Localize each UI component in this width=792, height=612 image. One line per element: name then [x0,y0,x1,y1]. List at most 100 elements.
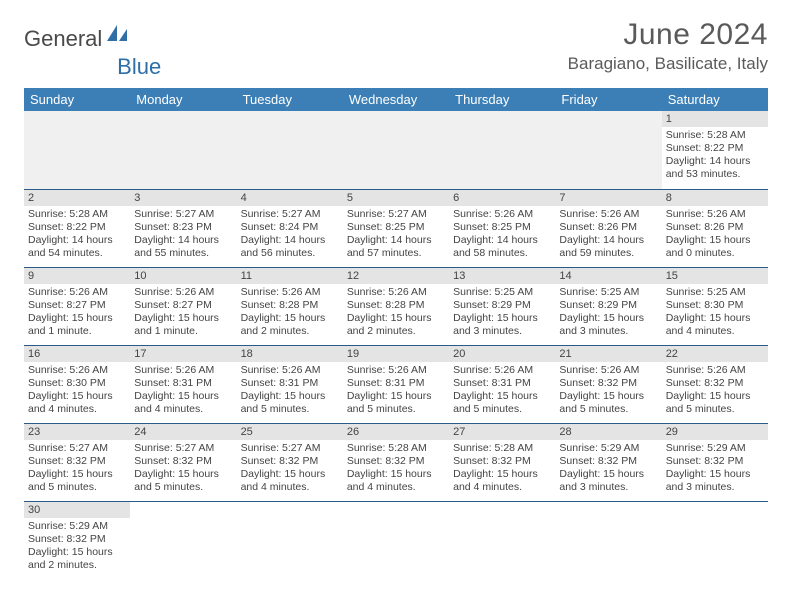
day-cell: 6Sunrise: 5:26 AMSunset: 8:25 PMDaylight… [449,189,555,267]
day-cell: 9Sunrise: 5:26 AMSunset: 8:27 PMDaylight… [24,267,130,345]
week-row: 23Sunrise: 5:27 AMSunset: 8:32 PMDayligh… [24,423,768,501]
day-details: Sunrise: 5:26 AMSunset: 8:26 PMDaylight:… [662,206,768,265]
daylight-text: Daylight: 14 hours and 58 minutes. [453,234,551,260]
sunset-text: Sunset: 8:31 PM [453,377,551,390]
day-details: Sunrise: 5:26 AMSunset: 8:31 PMDaylight:… [343,362,449,421]
week-row: 16Sunrise: 5:26 AMSunset: 8:30 PMDayligh… [24,345,768,423]
sunrise-text: Sunrise: 5:26 AM [241,286,339,299]
daylight-text: Daylight: 15 hours and 5 minutes. [453,390,551,416]
day-details: Sunrise: 5:26 AMSunset: 8:31 PMDaylight:… [237,362,343,421]
sunset-text: Sunset: 8:30 PM [666,299,764,312]
sunrise-text: Sunrise: 5:26 AM [28,286,126,299]
daylight-text: Daylight: 15 hours and 3 minutes. [453,312,551,338]
sunrise-text: Sunrise: 5:25 AM [453,286,551,299]
sunset-text: Sunset: 8:26 PM [666,221,764,234]
day-details: Sunrise: 5:29 AMSunset: 8:32 PMDaylight:… [24,518,130,577]
day-details: Sunrise: 5:28 AMSunset: 8:32 PMDaylight:… [449,440,555,499]
sunrise-text: Sunrise: 5:27 AM [241,442,339,455]
sunset-text: Sunset: 8:32 PM [28,455,126,468]
sunrise-text: Sunrise: 5:28 AM [347,442,445,455]
day-number: 16 [24,346,130,362]
sunset-text: Sunset: 8:26 PM [559,221,657,234]
sunrise-text: Sunrise: 5:28 AM [666,129,764,142]
day-cell: 5Sunrise: 5:27 AMSunset: 8:25 PMDaylight… [343,189,449,267]
logo-sail-icon [104,24,128,52]
daylight-text: Daylight: 14 hours and 56 minutes. [241,234,339,260]
day-cell: 11Sunrise: 5:26 AMSunset: 8:28 PMDayligh… [237,267,343,345]
daylight-text: Daylight: 15 hours and 5 minutes. [28,468,126,494]
day-number: 5 [343,190,449,206]
sunrise-text: Sunrise: 5:26 AM [134,286,232,299]
day-details: Sunrise: 5:26 AMSunset: 8:25 PMDaylight:… [449,206,555,265]
sunset-text: Sunset: 8:29 PM [453,299,551,312]
day-cell: 14Sunrise: 5:25 AMSunset: 8:29 PMDayligh… [555,267,661,345]
day-number: 25 [237,424,343,440]
weekday-header: Friday [555,88,661,111]
day-number: 2 [24,190,130,206]
day-number: 19 [343,346,449,362]
day-cell [343,501,449,579]
sunset-text: Sunset: 8:31 PM [134,377,232,390]
sunset-text: Sunset: 8:28 PM [241,299,339,312]
title-block: June 2024 Baragiano, Basilicate, Italy [568,18,768,74]
day-cell: 7Sunrise: 5:26 AMSunset: 8:26 PMDaylight… [555,189,661,267]
day-details: Sunrise: 5:26 AMSunset: 8:27 PMDaylight:… [24,284,130,343]
day-cell: 18Sunrise: 5:26 AMSunset: 8:31 PMDayligh… [237,345,343,423]
day-cell: 25Sunrise: 5:27 AMSunset: 8:32 PMDayligh… [237,423,343,501]
day-details: Sunrise: 5:28 AMSunset: 8:32 PMDaylight:… [343,440,449,499]
daylight-text: Daylight: 15 hours and 5 minutes. [241,390,339,416]
sunrise-text: Sunrise: 5:29 AM [559,442,657,455]
daylight-text: Daylight: 15 hours and 4 minutes. [666,312,764,338]
day-number: 21 [555,346,661,362]
daylight-text: Daylight: 14 hours and 53 minutes. [666,155,764,181]
sunrise-text: Sunrise: 5:26 AM [559,364,657,377]
day-cell: 28Sunrise: 5:29 AMSunset: 8:32 PMDayligh… [555,423,661,501]
day-details: Sunrise: 5:28 AMSunset: 8:22 PMDaylight:… [662,127,768,186]
day-cell: 27Sunrise: 5:28 AMSunset: 8:32 PMDayligh… [449,423,555,501]
day-number: 1 [662,111,768,127]
day-cell [449,501,555,579]
sunset-text: Sunset: 8:32 PM [134,455,232,468]
day-details: Sunrise: 5:28 AMSunset: 8:22 PMDaylight:… [24,206,130,265]
daylight-text: Daylight: 15 hours and 5 minutes. [134,468,232,494]
sunset-text: Sunset: 8:24 PM [241,221,339,234]
sunset-text: Sunset: 8:25 PM [453,221,551,234]
day-details: Sunrise: 5:29 AMSunset: 8:32 PMDaylight:… [555,440,661,499]
logo: General [24,18,130,52]
week-row: 9Sunrise: 5:26 AMSunset: 8:27 PMDaylight… [24,267,768,345]
day-number: 17 [130,346,236,362]
sunrise-text: Sunrise: 5:26 AM [347,286,445,299]
sunset-text: Sunset: 8:29 PM [559,299,657,312]
daylight-text: Daylight: 15 hours and 4 minutes. [347,468,445,494]
day-cell: 3Sunrise: 5:27 AMSunset: 8:23 PMDaylight… [130,189,236,267]
sunrise-text: Sunrise: 5:29 AM [666,442,764,455]
day-number: 4 [237,190,343,206]
day-number: 12 [343,268,449,284]
day-details: Sunrise: 5:27 AMSunset: 8:32 PMDaylight:… [237,440,343,499]
day-number: 3 [130,190,236,206]
day-cell [24,111,130,189]
day-details: Sunrise: 5:26 AMSunset: 8:27 PMDaylight:… [130,284,236,343]
sunset-text: Sunset: 8:30 PM [28,377,126,390]
day-details: Sunrise: 5:25 AMSunset: 8:30 PMDaylight:… [662,284,768,343]
day-number: 6 [449,190,555,206]
day-number: 22 [662,346,768,362]
day-cell: 16Sunrise: 5:26 AMSunset: 8:30 PMDayligh… [24,345,130,423]
day-number: 29 [662,424,768,440]
sunrise-text: Sunrise: 5:26 AM [134,364,232,377]
day-number: 15 [662,268,768,284]
day-cell [237,501,343,579]
weekday-header: Thursday [449,88,555,111]
sunrise-text: Sunrise: 5:26 AM [241,364,339,377]
day-cell [130,501,236,579]
sunset-text: Sunset: 8:32 PM [559,377,657,390]
day-number: 20 [449,346,555,362]
daylight-text: Daylight: 15 hours and 4 minutes. [28,390,126,416]
sunrise-text: Sunrise: 5:26 AM [453,208,551,221]
day-details: Sunrise: 5:29 AMSunset: 8:32 PMDaylight:… [662,440,768,499]
day-details: Sunrise: 5:26 AMSunset: 8:28 PMDaylight:… [343,284,449,343]
sunrise-text: Sunrise: 5:27 AM [28,442,126,455]
sunset-text: Sunset: 8:32 PM [666,377,764,390]
day-cell [449,111,555,189]
sunrise-text: Sunrise: 5:26 AM [453,364,551,377]
